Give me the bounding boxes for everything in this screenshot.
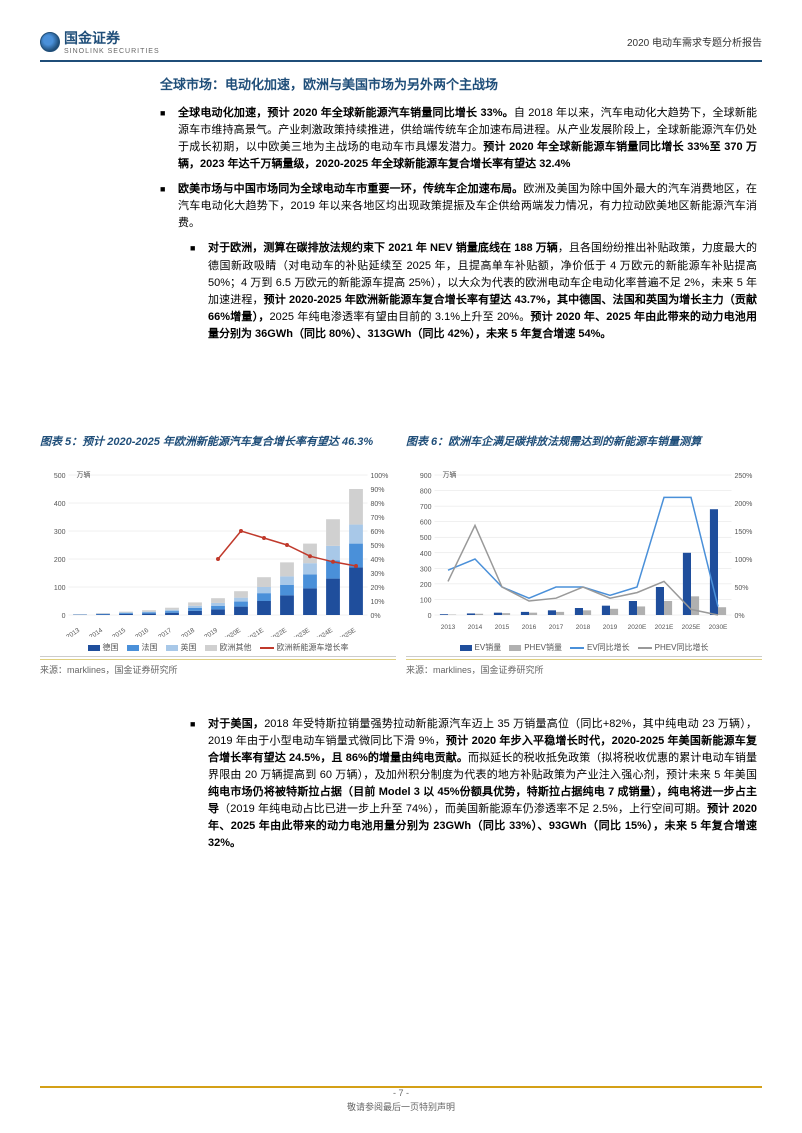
svg-text:2021E: 2021E <box>655 624 674 631</box>
svg-text:400: 400 <box>420 551 432 558</box>
svg-text:2014: 2014 <box>88 627 104 637</box>
svg-text:150%: 150% <box>735 529 753 536</box>
svg-text:2025E: 2025E <box>682 624 701 631</box>
bullet-3: ■ 对于欧洲，测算在碳排放法规约束下 2021 年 NEV 销量底线在 188 … <box>190 240 757 342</box>
svg-text:30%: 30% <box>371 571 385 578</box>
chart-6-svg: 0 100 200 300 400 500 600 700 800 900 0% 50% 100% 150… <box>406 467 762 637</box>
svg-text:400: 400 <box>54 501 66 508</box>
svg-text:800: 800 <box>420 489 432 496</box>
svg-text:500: 500 <box>420 535 432 542</box>
svg-text:50%: 50% <box>371 543 385 550</box>
svg-text:10%: 10% <box>371 599 385 606</box>
svg-text:0: 0 <box>62 613 66 620</box>
svg-text:200%: 200% <box>735 501 753 508</box>
svg-text:500: 500 <box>54 473 66 480</box>
svg-text:900: 900 <box>420 473 432 480</box>
svg-text:0%: 0% <box>735 613 745 620</box>
bullet-marker: ■ <box>160 105 178 173</box>
chart-5-svg: 0 100 200 300 400 500 0% 10% 20% 30% 40% 50% 60% 70% 8… <box>40 467 396 637</box>
p4-b3: （2019 年纯电动占比已进一步上升至 74%），而美国新能源车仍渗透率不足 2… <box>219 803 707 815</box>
p3-lead: 对于欧洲，测算在碳排放法规约束下 2021 年 NEV 销量底线在 188 万辆 <box>208 242 558 254</box>
bullet-marker: ■ <box>190 716 208 852</box>
logo-cn: 国金证券 <box>64 28 160 48</box>
p3-body2: 2025 年纯电渗透率有望由目前的 3.1%上升至 20%。 <box>270 311 531 323</box>
svg-text:万辆: 万辆 <box>77 470 91 479</box>
chart-6-title: 图表 6：欧洲车企满足碳排放法规需达到的新能源车销量测算 <box>406 435 762 467</box>
svg-text:万辆: 万辆 <box>443 470 457 479</box>
section-title: 全球市场：电动化加速，欧洲与美国市场为另外两个主战场 <box>160 75 757 95</box>
page-number: - 7 - <box>40 1088 762 1098</box>
chart-5-title: 图表 5：预计 2020-2025 年欧洲新能源汽车复合增长率有望达 46.3% <box>40 435 396 467</box>
svg-text:40%: 40% <box>371 557 385 564</box>
svg-text:50%: 50% <box>735 585 749 592</box>
svg-text:200: 200 <box>54 557 66 564</box>
svg-text:2021E: 2021E <box>246 627 266 637</box>
bullet-2: ■ 欧美市场与中国市场同为全球电动车市重要一环，传统车企加速布局。欧洲及美国为除… <box>160 181 757 232</box>
bullet-marker: ■ <box>190 240 208 342</box>
p4-lead: 对于美国， <box>208 718 264 730</box>
chart-5-legend: 德国法国英国欧洲其他欧洲新能源车增长率 <box>40 642 396 653</box>
logo-block: 国金证券 SINOLINK SECURITIES <box>40 28 160 55</box>
svg-text:2017: 2017 <box>157 627 173 637</box>
svg-text:300: 300 <box>420 566 432 573</box>
page-header: 国金证券 SINOLINK SECURITIES 2020 电动车需求专题分析报… <box>40 28 762 55</box>
top-rule <box>40 60 762 62</box>
svg-text:2018: 2018 <box>180 627 196 637</box>
bullet-marker: ■ <box>160 181 178 232</box>
p2-lead: 欧美市场与中国市场同为全球电动车市重要一环，传统车企加速布局。 <box>178 183 523 195</box>
svg-text:2018: 2018 <box>576 624 591 631</box>
svg-text:600: 600 <box>420 520 432 527</box>
chart-5-source: 来源：marklines，国金证券研究所 <box>40 659 396 676</box>
charts-row: 图表 5：预计 2020-2025 年欧洲新能源汽车复合增长率有望达 46.3%… <box>40 435 762 676</box>
p1-lead: 全球电动化加速，预计 2020 年全球新能源汽车销量同比增长 33%。 <box>178 107 514 119</box>
svg-text:90%: 90% <box>371 487 385 494</box>
svg-text:200: 200 <box>420 582 432 589</box>
svg-text:2019: 2019 <box>603 624 618 631</box>
svg-text:2023E: 2023E <box>292 627 312 637</box>
chart-5-panel: 图表 5：预计 2020-2025 年欧洲新能源汽车复合增长率有望达 46.3%… <box>40 435 396 676</box>
svg-text:2015: 2015 <box>111 627 127 637</box>
svg-text:100: 100 <box>420 597 432 604</box>
chart-6-panel: 图表 6：欧洲车企满足碳排放法规需达到的新能源车销量测算 0 100 200 300 4… <box>406 435 762 676</box>
svg-text:2013: 2013 <box>441 624 456 631</box>
svg-text:100%: 100% <box>735 557 753 564</box>
svg-text:2024E: 2024E <box>315 627 335 637</box>
logo-icon <box>40 32 60 52</box>
svg-text:60%: 60% <box>371 529 385 536</box>
svg-text:20%: 20% <box>371 585 385 592</box>
svg-text:2022E: 2022E <box>269 627 289 637</box>
svg-text:0%: 0% <box>371 613 381 620</box>
page-footer: - 7 - 敬请参阅最后一页特别声明 <box>40 1088 762 1113</box>
svg-text:2015: 2015 <box>495 624 510 631</box>
bullet-4: ■ 对于美国，2018 年受特斯拉销量强势拉动新能源汽车迈上 35 万销量高位（… <box>190 716 757 852</box>
disclaimer: 敬请参阅最后一页特别声明 <box>40 1100 762 1113</box>
svg-text:100%: 100% <box>371 473 389 480</box>
svg-text:2020E: 2020E <box>628 624 647 631</box>
svg-text:2016: 2016 <box>134 627 150 637</box>
svg-text:2014: 2014 <box>468 624 483 631</box>
svg-text:300: 300 <box>54 529 66 536</box>
chart-6-legend: EV销量PHEV销量EV同比增长PHEV同比增长 <box>406 642 762 653</box>
svg-text:2016: 2016 <box>522 624 537 631</box>
body-text-lower: ■ 对于美国，2018 年受特斯拉销量强势拉动新能源汽车迈上 35 万销量高位（… <box>160 708 757 852</box>
doc-title: 2020 电动车需求专题分析报告 <box>627 34 762 49</box>
body-text-upper: 全球市场：电动化加速，欧洲与美国市场为另外两个主战场 ■ 全球电动化加速，预计 … <box>160 75 757 343</box>
bullet-1: ■ 全球电动化加速，预计 2020 年全球新能源汽车销量同比增长 33%。自 2… <box>160 105 757 173</box>
svg-text:2020E: 2020E <box>223 627 243 637</box>
svg-text:250%: 250% <box>735 473 753 480</box>
logo-en: SINOLINK SECURITIES <box>64 48 160 55</box>
chart-6-source: 来源：marklines，国金证券研究所 <box>406 659 762 676</box>
svg-text:2017: 2017 <box>549 624 564 631</box>
svg-text:2025E: 2025E <box>338 627 358 637</box>
svg-text:2019: 2019 <box>203 627 219 637</box>
svg-text:80%: 80% <box>371 501 385 508</box>
svg-text:0: 0 <box>428 613 432 620</box>
svg-text:70%: 70% <box>371 515 385 522</box>
svg-text:2013: 2013 <box>65 627 81 637</box>
svg-text:2030E: 2030E <box>709 624 728 631</box>
svg-text:100: 100 <box>54 585 66 592</box>
svg-text:700: 700 <box>420 504 432 511</box>
